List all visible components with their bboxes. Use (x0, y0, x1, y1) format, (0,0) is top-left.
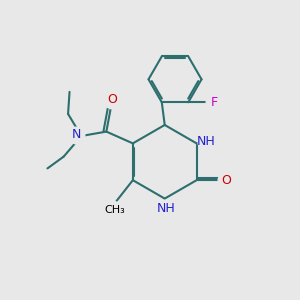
Text: NH: NH (196, 135, 215, 148)
Text: N: N (71, 128, 81, 141)
Text: CH₃: CH₃ (105, 205, 126, 214)
Text: O: O (107, 93, 117, 106)
Text: F: F (210, 96, 218, 109)
Text: O: O (221, 174, 231, 187)
Text: NH: NH (157, 202, 176, 214)
